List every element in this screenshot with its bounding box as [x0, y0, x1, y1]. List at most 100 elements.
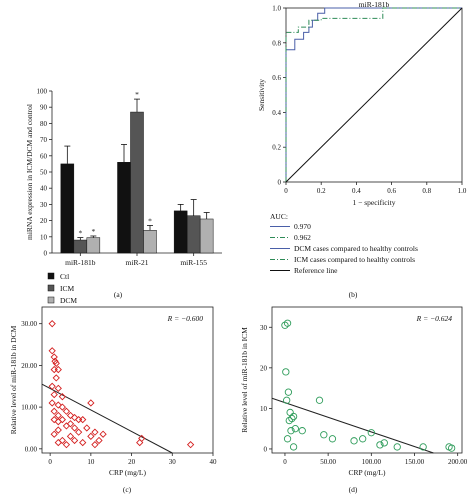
bar: [117, 162, 131, 254]
x-tick-label: 0: [48, 458, 52, 466]
data-point: [87, 399, 95, 407]
significance-marker: *: [91, 227, 95, 236]
data-point: [48, 382, 56, 390]
bar: [143, 230, 157, 254]
data-point: [91, 441, 99, 449]
data-point: [79, 438, 87, 447]
legend-swatch: [47, 284, 55, 292]
data-point: [282, 368, 290, 376]
data-point: [66, 420, 75, 428]
data-point: [50, 430, 58, 438]
bar: [186, 215, 201, 254]
data-point: [328, 435, 337, 443]
x-tick-label: 0.2: [317, 187, 326, 195]
y-tick-label: 0.00: [25, 445, 38, 453]
y-tick-label: 80: [40, 120, 48, 128]
data-point: [83, 424, 91, 432]
y-tick-label: 0.8: [272, 39, 281, 47]
data-point: [48, 320, 56, 328]
y-tick-label: 0.2: [272, 144, 281, 152]
data-point: [283, 319, 292, 327]
data-point: [320, 431, 328, 439]
x-axis-label: CRP (mg/L): [348, 468, 386, 477]
data-point: [138, 434, 146, 443]
x-tick-label: 20: [128, 458, 136, 466]
data-point: [48, 399, 56, 407]
data-point: [87, 432, 95, 440]
data-point: [66, 432, 75, 440]
data-point: [376, 441, 384, 449]
y-tick-label: 60: [40, 152, 48, 160]
x-tick-label: miR-155: [180, 258, 207, 267]
data-point: [58, 403, 66, 411]
data-point: [285, 416, 293, 425]
panel-label-a: (a): [114, 290, 123, 299]
x-tick-label: 0: [284, 187, 288, 195]
data-point: [70, 436, 79, 445]
y-tick-label: 20: [260, 364, 268, 372]
x-tick-label: 0.6: [387, 187, 396, 195]
y-tick-label: 10: [260, 405, 268, 413]
legend-label: ICM: [60, 284, 75, 293]
data-point: [284, 388, 293, 396]
data-point: [54, 426, 62, 434]
legend-label: DCM: [60, 296, 77, 305]
roc-series-line: [285, 7, 463, 183]
x-tick-label: 100.00: [362, 458, 382, 466]
x-tick-label: 0: [283, 458, 287, 466]
chart-title: miR-181b: [359, 0, 390, 9]
bar: [173, 210, 188, 254]
y-axis-label: miRNA expression in ICM/DCM and control: [25, 104, 34, 240]
y-tick-label: 1.0: [272, 5, 281, 13]
panel-c: 0 10 20 30 40 0.00 10.00 20.00 30.00 CRP (mg/L) Re…: [9, 306, 217, 477]
data-point: [367, 429, 375, 437]
y-tick-label: 0: [44, 250, 48, 258]
data-point: [51, 357, 59, 365]
y-axis-label: Sensitivity: [257, 79, 266, 111]
x-tick-label: 200.00: [448, 458, 468, 466]
x-tick-label: miR-21: [126, 258, 149, 267]
data-point: [50, 365, 58, 374]
bar: [86, 237, 101, 254]
data-point: [50, 353, 58, 361]
x-tick-label: 150.00: [405, 458, 425, 466]
data-point: [350, 437, 358, 445]
data-point: [79, 415, 87, 424]
bar: [73, 239, 88, 254]
data-point: [75, 415, 83, 424]
x-tick-label: 10: [87, 458, 95, 466]
data-point: [419, 443, 427, 451]
x-tick-label: 1.0: [458, 187, 467, 195]
data-point: [186, 441, 195, 449]
y-tick-label: 90: [40, 104, 48, 112]
data-point: [95, 436, 103, 445]
y-axis-label: Relative level of miR-181b in ICM: [240, 327, 249, 433]
data-point: [315, 396, 324, 404]
roc-series-line: [285, 7, 462, 182]
data-point: [54, 438, 62, 447]
y-tick-label: 0.4: [272, 109, 281, 117]
data-point: [58, 436, 66, 445]
y-tick-label: 50: [40, 169, 48, 177]
data-point: [54, 411, 62, 420]
x-axis-label: 1 − specificity: [353, 198, 396, 207]
data-point: [54, 418, 62, 426]
y-tick-label: 100: [37, 88, 48, 96]
legend-auc: 0.970: [294, 222, 311, 231]
x-tick-label: 50.00: [320, 458, 336, 466]
legend-label: Reference line: [294, 266, 338, 275]
legend-auc: 0.962: [294, 233, 311, 242]
panel-label-c: (c): [123, 485, 132, 494]
x-tick-label: 0.4: [352, 187, 361, 195]
legend-label: Ctl: [60, 272, 69, 281]
correlation-annotation: R = −0.600: [167, 314, 204, 323]
data-point: [283, 435, 292, 443]
legend-label: ICM cases compared to healthy controls: [294, 255, 415, 264]
y-tick-label: 0.6: [272, 74, 281, 82]
significance-marker: *: [148, 216, 152, 225]
y-tick-label: 20: [40, 217, 48, 225]
data-point: [58, 415, 66, 424]
data-point: [48, 347, 56, 355]
